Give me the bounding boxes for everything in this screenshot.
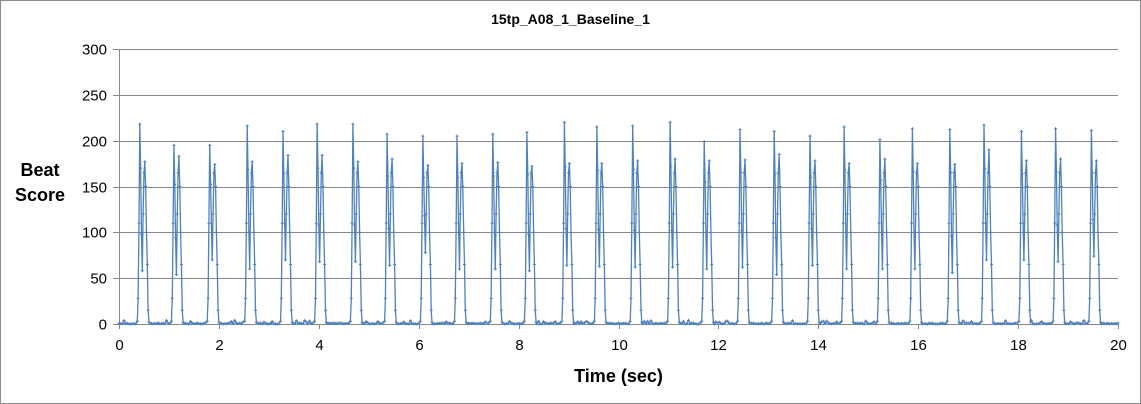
- gridlines: [119, 49, 1118, 279]
- y-axis-label: Beat Score: [10, 158, 70, 208]
- beat-score-line: [118, 121, 1119, 325]
- y-tick-label: 200: [82, 134, 107, 151]
- y-tick-label: 250: [82, 88, 107, 105]
- x-tick-label: 14: [810, 337, 827, 354]
- x-tick-label: 6: [415, 337, 423, 354]
- axes: [113, 49, 1119, 329]
- x-tick-label: 2: [215, 337, 223, 354]
- x-tick-label: 16: [910, 337, 927, 354]
- y-tick-label: 300: [82, 42, 107, 59]
- y-tick-label: 50: [90, 271, 107, 288]
- y-tick-label: 0: [99, 317, 107, 334]
- x-tick-label: 0: [115, 337, 123, 354]
- x-tick-label: 10: [611, 337, 628, 354]
- y-tick-label: 100: [82, 225, 107, 242]
- x-tick-label: 8: [515, 337, 523, 354]
- y-tick-label: 150: [82, 180, 107, 197]
- chart-title: 15tp_A08_1_Baseline_1: [491, 11, 650, 27]
- data-markers: [117, 120, 1120, 326]
- x-axis-label: Time (sec): [574, 366, 663, 386]
- x-tick-label: 20: [1110, 337, 1127, 354]
- x-tick-label: 4: [315, 337, 323, 354]
- x-tick-label: 12: [710, 337, 727, 354]
- data-series: [117, 120, 1120, 326]
- y-axis-label-line1: Beat: [20, 160, 60, 180]
- x-tick-label: 18: [1010, 337, 1027, 354]
- tick-labels: 0 50 100 150 200 250 300 0 2 4 6 8 10 12 14 16 18 20: [82, 42, 1127, 355]
- y-axis-label-line2: Score: [14, 185, 66, 205]
